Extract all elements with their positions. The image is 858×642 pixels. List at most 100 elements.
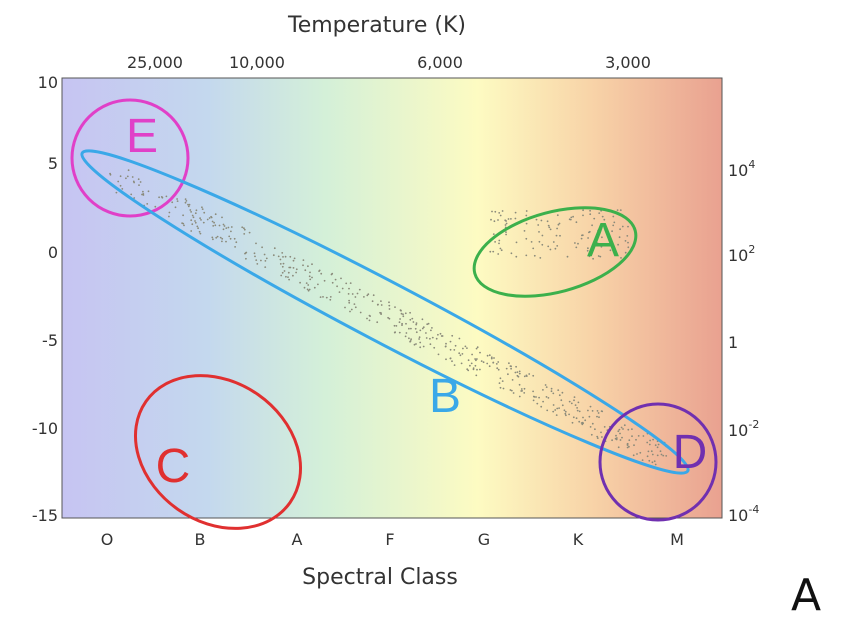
left-tick: -15 [32, 506, 58, 525]
star-dot [540, 219, 543, 222]
star-dot [431, 327, 433, 329]
star-dot [492, 250, 495, 253]
star-dot [445, 358, 447, 361]
star-dot [354, 296, 357, 298]
star-dot [254, 255, 256, 258]
star-dot [542, 389, 544, 391]
star-dot [635, 438, 637, 441]
star-dot [433, 346, 436, 349]
star-dot [449, 348, 452, 351]
star-dot [515, 255, 518, 258]
star-dot [363, 296, 365, 298]
star-dot [505, 367, 508, 370]
star-dot [399, 318, 401, 320]
star-dot [597, 255, 600, 257]
star-dot [245, 251, 248, 254]
star-dot [206, 218, 209, 221]
star-dot [592, 257, 594, 260]
star-dot [444, 345, 447, 348]
class-tick: M [670, 530, 684, 549]
star-dot [476, 368, 478, 371]
star-dot [516, 371, 519, 373]
star-dot [591, 224, 593, 227]
star-dot [589, 405, 592, 408]
star-dot [319, 296, 322, 298]
star-dot [511, 379, 514, 381]
star-dot [307, 289, 310, 292]
star-dot [525, 374, 528, 377]
star-dot [228, 235, 231, 238]
star-dot [388, 317, 391, 320]
star-dot [409, 318, 412, 321]
star-dot [623, 424, 626, 427]
star-dot [564, 412, 567, 415]
star-dot [451, 334, 454, 337]
star-dot [554, 409, 557, 411]
star-dot [221, 216, 223, 219]
star-dot [584, 419, 587, 422]
star-dot [600, 410, 603, 412]
star-dot [182, 214, 185, 217]
star-dot [596, 415, 598, 418]
tick-base: 10 [728, 246, 748, 265]
star-dot [505, 233, 507, 236]
star-dot [336, 285, 338, 288]
star-dot [589, 213, 592, 216]
star-dot [377, 303, 379, 306]
star-dot [408, 327, 410, 330]
panel-label: A [791, 570, 821, 621]
star-dot [528, 373, 531, 375]
star-dot [243, 233, 246, 235]
star-dot [589, 426, 592, 428]
star-dot [505, 222, 508, 225]
star-dot [256, 263, 259, 265]
star-dot [461, 353, 464, 355]
star-dot [552, 392, 555, 395]
star-dot [235, 241, 238, 244]
star-dot [230, 226, 233, 228]
star-dot [525, 254, 528, 257]
star-dot [329, 296, 332, 298]
star-dot [594, 428, 596, 431]
star-dot [171, 201, 174, 204]
star-dot [637, 435, 640, 437]
star-dot [577, 242, 579, 245]
star-dot [198, 230, 201, 233]
star-dot [596, 437, 599, 439]
star-dot [195, 209, 198, 212]
star-dot [190, 230, 193, 232]
star-dot [499, 386, 502, 389]
star-dot [282, 262, 285, 265]
right-tick: 104 [728, 158, 755, 180]
star-dot [612, 215, 615, 218]
star-dot [318, 270, 320, 272]
star-dot [429, 343, 432, 346]
star-dot [631, 435, 633, 438]
star-dot [201, 206, 203, 209]
star-dot [282, 256, 284, 258]
star-dot [510, 365, 512, 368]
bottom-axis-title: Spectral Class [302, 565, 458, 590]
star-dot [466, 347, 468, 349]
star-dot [491, 210, 493, 213]
class-tick: A [292, 530, 303, 549]
star-dot [176, 200, 179, 203]
star-dot [475, 359, 477, 362]
star-dot [541, 243, 544, 246]
star-dot [563, 409, 566, 412]
star-dot [344, 306, 346, 309]
star-dot [627, 241, 629, 244]
star-dot [537, 224, 540, 226]
star-dot [354, 306, 357, 309]
star-dot [523, 375, 526, 378]
star-dot [213, 221, 216, 224]
star-dot [401, 322, 403, 325]
star-dot [530, 241, 533, 243]
star-dot [345, 282, 348, 285]
star-dot [265, 257, 268, 260]
star-dot [523, 392, 526, 394]
star-dot [281, 252, 284, 254]
star-dot [601, 215, 604, 218]
star-dot [425, 337, 428, 339]
star-dot [576, 409, 579, 412]
